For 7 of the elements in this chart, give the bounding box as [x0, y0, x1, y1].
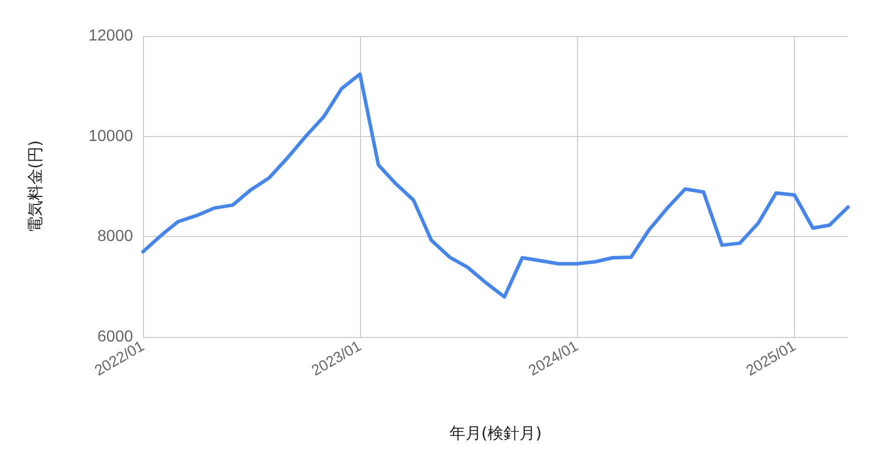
y-axis-title: 電気料金(円)	[26, 140, 44, 233]
y-tick-label: 8000	[97, 228, 134, 246]
line-series	[141, 72, 850, 299]
x-axis-title: 年月(検針月)	[449, 424, 542, 442]
y-tick-label: 6000	[97, 328, 134, 346]
y-tick-label: 12000	[88, 28, 134, 44]
y-tick-label: 10000	[88, 128, 134, 145]
